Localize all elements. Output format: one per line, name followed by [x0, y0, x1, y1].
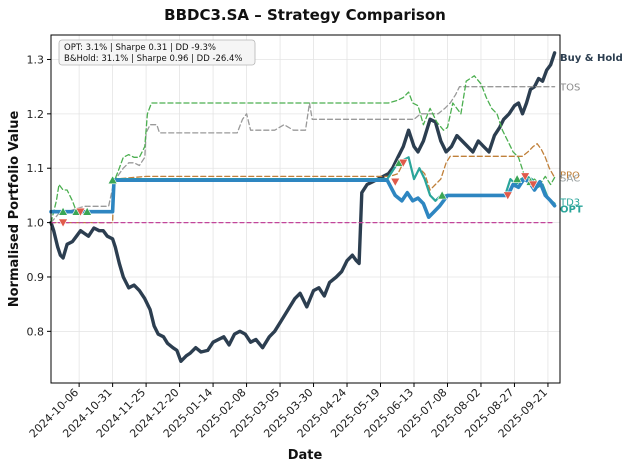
trade-markers: [58, 157, 539, 228]
series-line-buy-hold: [49, 51, 557, 363]
sell-marker: [398, 158, 409, 168]
end-label-buy-hold: Buy & Hold: [560, 53, 623, 64]
sell-marker: [58, 218, 69, 228]
buy-marker: [512, 173, 523, 183]
sell-marker: [502, 191, 513, 201]
plot-frame: [50, 34, 561, 384]
end-label-td3: TD3: [559, 198, 580, 209]
chart-title: BBDC3.SA – Strategy Comparison: [164, 6, 446, 24]
end-label-tos: TOS: [559, 83, 580, 94]
y-axis-title: Normalised Portfolio Value: [7, 111, 22, 308]
y-tick-label: 0.9: [27, 271, 45, 284]
info-box: OPT: 3.1% | Sharpe 0.31 | DD -9.3% B&Hol…: [58, 39, 256, 66]
y-tick-label: 1.3: [27, 53, 45, 66]
info-box-frame: [58, 39, 256, 66]
buy-marker: [82, 206, 93, 216]
sell-marker: [528, 180, 539, 190]
end-label-ppo: PPO: [560, 170, 580, 181]
sell-marker: [75, 207, 86, 217]
buy-marker: [58, 206, 69, 216]
y-tick-label: 1.1: [27, 162, 45, 175]
end-label-opt: OPT: [560, 205, 583, 216]
sell-marker: [390, 177, 401, 187]
y-tick-label: 0.8: [27, 325, 45, 338]
series-line-ppo: [50, 143, 556, 224]
y-tick-label: 1.2: [27, 108, 45, 121]
y-tick-label: 1.0: [27, 217, 45, 230]
end-label-sac: SAC: [560, 173, 580, 184]
info-line-bhold: B&Hold: 31.1% | Sharpe 0.96 | DD -26.4%: [64, 54, 243, 64]
series-line-opt: [49, 177, 557, 219]
sell-marker: [520, 172, 531, 182]
buy-marker: [437, 190, 448, 200]
buy-marker: [107, 175, 118, 185]
x-axis-title: Date: [288, 448, 323, 463]
info-line-opt: OPT: 3.1% | Sharpe 0.31 | DD -9.3%: [64, 43, 216, 53]
